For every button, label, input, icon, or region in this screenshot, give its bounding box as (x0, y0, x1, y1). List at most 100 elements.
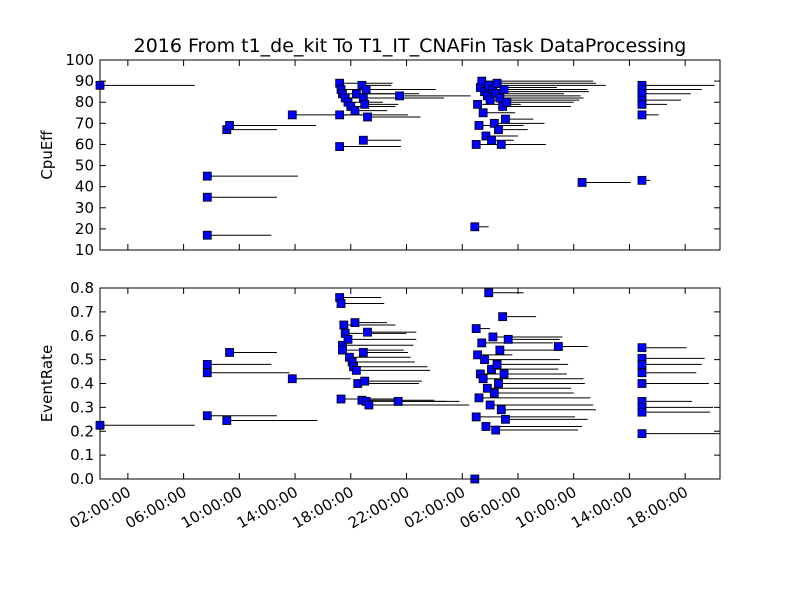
eventrate-job-marker (202, 368, 212, 378)
cpueff-job-marker (502, 97, 512, 107)
eventrate-job-marker (482, 383, 492, 393)
eventrate-job-marker (501, 414, 510, 424)
cpueff-job-marker (478, 108, 488, 118)
x-tick-label: 06:00:00 (457, 483, 524, 532)
cpueff-ytick-label: 80 (75, 93, 94, 111)
eventrate-ytick-label: 0.4 (70, 375, 94, 393)
eventrate-job-marker (491, 425, 501, 435)
eventrate-job-marker (202, 411, 212, 421)
x-tick-label: 06:00:00 (122, 483, 189, 532)
eventrate-ylabel: EventRate (38, 345, 56, 422)
eventrate-job-marker (499, 369, 509, 379)
x-tick-label: 14:00:00 (568, 483, 635, 532)
eventrate-job-marker (494, 379, 503, 388)
cpueff-job-marker (225, 121, 234, 130)
cpueff-job-marker (473, 99, 482, 109)
eventrate-job-marker (477, 338, 487, 348)
eventrate-ytick-label: 0.8 (70, 279, 94, 297)
cpueff-ytick-label: 100 (65, 51, 94, 69)
eventrate-job-marker (496, 405, 506, 415)
eventrate-job-marker (336, 299, 346, 308)
eventrate-ytick-label: 0.6 (70, 327, 94, 345)
eventrate-job-marker (637, 359, 647, 369)
cpueff-job-marker (360, 99, 370, 109)
cpueff-job-marker (496, 140, 506, 149)
eventrate-job-marker (488, 332, 498, 342)
eventrate-job-marker (484, 288, 494, 298)
eventrate-ytick-label: 0.2 (70, 422, 94, 440)
eventrate-job-marker (363, 327, 372, 337)
cpueff-job-marker (471, 140, 481, 149)
eventrate-ytick-label: 0.1 (70, 446, 94, 464)
eventrate-job-marker (339, 320, 349, 330)
cpueff-job-marker (492, 78, 502, 88)
x-tick-label: 14:00:00 (234, 483, 301, 532)
eventrate-job-marker (338, 345, 347, 355)
eventrate-ytick-label: 0.7 (70, 303, 94, 321)
eventrate-job-marker (360, 376, 370, 386)
cpueff-ytick-label: 50 (75, 157, 94, 175)
eventrate-job-marker (489, 388, 499, 398)
eventrate-job-marker (480, 355, 489, 365)
eventrate-job-marker (637, 429, 647, 439)
eventrate-job-marker (350, 318, 360, 328)
eventrate-job-marker (503, 334, 513, 344)
x-tick-label: 18:00:00 (289, 483, 356, 532)
cpueff-job-marker (577, 178, 587, 187)
eventrate-job-marker (474, 393, 484, 403)
cpueff-ytick-label: 20 (75, 220, 94, 238)
cpueff-ytick-label: 30 (75, 199, 94, 217)
cpueff-ytick-label: 70 (75, 114, 94, 132)
cpueff-ytick-label: 60 (75, 135, 94, 153)
cpueff-job-marker (499, 85, 509, 94)
eventrate-job-marker (495, 345, 505, 355)
chart-title: 2016 From t1_de_kit To T1_IT_CNAFin Task… (134, 35, 687, 57)
eventrate-job-marker (393, 397, 403, 406)
eventrate-job-marker (553, 342, 563, 351)
cpueff-ytick-label: 40 (75, 178, 94, 196)
cpueff-job-marker (487, 135, 496, 145)
eventrate-job-marker (287, 374, 297, 384)
cpueff-job-marker (485, 95, 495, 105)
cpueff-job-marker (501, 114, 510, 124)
eventrate-job-marker (498, 312, 508, 322)
cpueff-job-marker (358, 135, 368, 145)
eventrate-axes-frame (99, 287, 721, 480)
cpueff-job-marker (637, 175, 647, 185)
x-tick-label: 02:00:00 (67, 483, 134, 532)
x-tick-label: 10:00:00 (178, 483, 245, 532)
eventrate-job-marker (222, 416, 232, 425)
x-tick-label: 10:00:00 (512, 483, 579, 532)
eventrate-job-marker (478, 374, 488, 384)
eventrate-ytick-label: 0.0 (70, 470, 94, 488)
cpueff-job-marker (363, 112, 372, 122)
eventrate-ytick-label: 0.3 (70, 398, 94, 416)
eventrate-job-marker (487, 364, 496, 374)
eventrate-job-marker (637, 343, 647, 353)
cpueff-job-marker (202, 192, 212, 202)
eventrate-job-marker (358, 348, 368, 357)
cpueff-panel: 10 20 30 40 50 60 70 80 90 100 CpuEff (38, 51, 721, 259)
eventrate-job-marker (637, 379, 647, 388)
cpueff-job-marker (494, 125, 503, 135)
cpueff-job-marker (637, 99, 647, 109)
eventrate-job-marker (225, 348, 234, 357)
cpueff-job-marker (335, 110, 345, 120)
cpueff-job-marker (335, 142, 345, 151)
eventrate-job-marker (471, 412, 481, 422)
eventrate-job-marker (364, 400, 374, 410)
cpueff-job-marker (395, 91, 404, 101)
cpueff-job-marker (361, 85, 371, 94)
cpueff-job-marker (350, 106, 360, 116)
cpueff-job-marker (287, 110, 297, 120)
eventrate-job-marker (351, 365, 361, 375)
cpueff-axes-frame (99, 59, 721, 251)
cpueff-ylabel: CpuEff (38, 130, 56, 180)
eventrate-ytick-label: 0.5 (70, 351, 94, 369)
eventrate-panel: 0.0 0.1 0.2 0.3 0.4 0.5 0.6 0.7 0.8 EventRate 02:0… (38, 279, 721, 532)
eventrate-job-marker (473, 350, 482, 360)
cpueff-job-marker (202, 171, 212, 181)
cpueff-job-marker (474, 121, 484, 130)
eventrate-job-marker (485, 400, 495, 410)
